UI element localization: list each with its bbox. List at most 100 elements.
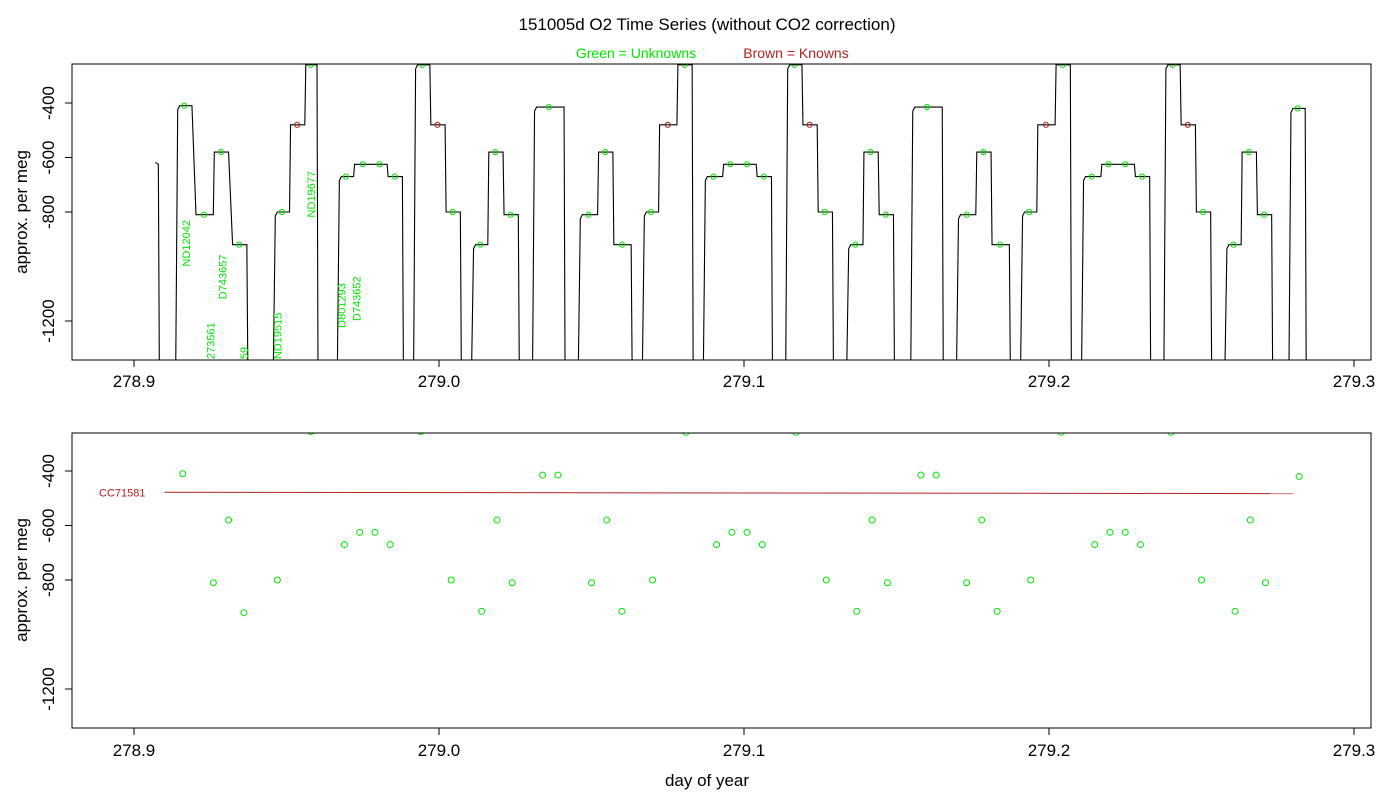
unknown-marker xyxy=(419,64,426,68)
unknown-point xyxy=(993,607,1001,615)
unknown-point xyxy=(386,541,394,549)
unknown-marker xyxy=(618,241,626,248)
unknown-marker xyxy=(1122,161,1129,168)
bottom-y-tick-label: -600 xyxy=(39,508,58,542)
bottom-plot-frame xyxy=(71,432,1372,729)
top-panel: ND12042 D743657 273561 59 ND19515 ND19677 D801… xyxy=(12,63,1376,391)
known-marker xyxy=(434,121,441,128)
top-x-tick-label: 279.0 xyxy=(418,372,461,391)
unknown-marker xyxy=(1245,148,1252,156)
unknown-point xyxy=(209,579,217,587)
unknown-point xyxy=(179,470,187,478)
bottom-x-tick-label: 279.3 xyxy=(1333,741,1376,760)
x-axis-label: day of year xyxy=(665,771,749,790)
known-marker xyxy=(664,121,671,128)
unknown-point xyxy=(649,576,656,584)
unknown-marker xyxy=(710,173,717,180)
unknown-point xyxy=(1231,607,1239,615)
unknown-marker xyxy=(602,148,609,156)
unknown-point xyxy=(240,609,248,617)
unknown-point xyxy=(618,607,626,615)
known-marker xyxy=(294,121,301,128)
unknown-marker xyxy=(278,208,286,216)
unknown-marker xyxy=(217,148,225,156)
unknown-marker xyxy=(1230,241,1237,248)
unknown-point xyxy=(868,516,876,524)
unknown-marker xyxy=(743,161,751,168)
unknown-marker xyxy=(391,173,398,180)
unknown-point xyxy=(508,579,516,587)
unknown-marker xyxy=(585,211,592,218)
unknown-marker xyxy=(181,102,188,109)
unknown-marker xyxy=(867,148,874,156)
o2-trace-line xyxy=(155,64,1307,360)
unknown-point xyxy=(340,541,348,549)
bottom-y-axis: -400 -600 -800 -1200 xyxy=(39,454,72,711)
unknown-point xyxy=(1091,541,1099,549)
unknown-marker xyxy=(760,173,767,180)
top-x-axis: 278.9 279.0 279.1 279.2 279.3 xyxy=(113,360,1376,391)
unknown-point xyxy=(792,433,800,436)
unknown-point xyxy=(371,528,379,536)
bottom-y-tick-label: -800 xyxy=(39,563,58,597)
sample-label: D743657 xyxy=(217,255,229,300)
top-x-tick-label: 279.2 xyxy=(1028,372,1071,391)
unknown-marker xyxy=(963,211,970,218)
unknown-marker xyxy=(236,241,243,248)
unknown-point xyxy=(1106,528,1114,536)
sample-label: 273561 xyxy=(205,322,217,359)
unknown-marker xyxy=(1088,173,1095,180)
bottom-y-tick-label: -400 xyxy=(39,454,58,488)
unknown-marker xyxy=(1059,64,1066,68)
unknown-point xyxy=(963,579,971,587)
unknown-marker xyxy=(1294,105,1301,112)
bottom-x-axis: 278.9 279.0 279.1 279.2 279.3 xyxy=(113,728,1376,760)
unknown-marker xyxy=(681,64,688,68)
chart-title: 151005d O2 Time Series (without CO2 corr… xyxy=(518,15,895,34)
unknown-point xyxy=(1246,516,1254,524)
known-layer xyxy=(164,491,1294,495)
bottom-y-tick-label: -1200 xyxy=(39,667,58,710)
unknown-marker xyxy=(1199,208,1207,216)
unknown-point xyxy=(853,607,861,615)
unknown-point xyxy=(758,541,766,549)
bottom-x-tick-label: 278.9 xyxy=(113,741,156,760)
unknown-point xyxy=(478,607,486,615)
unknown-point xyxy=(978,516,986,524)
unknown-marker xyxy=(882,211,889,218)
top-y-tick-label: -800 xyxy=(39,195,58,229)
unknown-point xyxy=(588,579,595,587)
unknown-point xyxy=(713,541,721,549)
unknown-marker xyxy=(545,103,552,111)
unknown-marker xyxy=(477,241,484,248)
bottom-x-tick-label: 279.0 xyxy=(418,741,461,760)
unknown-point xyxy=(1198,576,1205,584)
unknown-point xyxy=(417,433,424,435)
unknown-point xyxy=(743,528,751,536)
unknown-marker xyxy=(821,208,828,216)
unknown-point xyxy=(1167,433,1175,436)
sample-label: D743652 xyxy=(352,276,364,321)
unknown-marker xyxy=(980,148,987,156)
unknown-marker xyxy=(791,64,798,68)
sample-label: D801293 xyxy=(336,283,348,328)
bottom-panel: CC71581 278.9 279.0 279.1 279.2 279.3 -400 -6… xyxy=(12,432,1376,790)
unknown-marker xyxy=(507,211,514,218)
unknown-point xyxy=(917,471,925,479)
sample-label: ND12042 xyxy=(181,220,193,266)
unknown-marker xyxy=(449,208,456,216)
unknown-point xyxy=(1137,541,1144,549)
unknown-marker xyxy=(359,161,366,168)
legend-unknowns: Green = Unknowns xyxy=(576,45,696,61)
unknown-marker xyxy=(1169,64,1176,68)
unknown-marker xyxy=(923,103,931,111)
top-x-tick-label: 279.3 xyxy=(1333,372,1376,391)
top-y-tick-label: -1200 xyxy=(39,299,58,342)
top-y-tick-label: -400 xyxy=(39,86,58,120)
marker-layer xyxy=(181,64,1301,248)
top-x-tick-label: 279.1 xyxy=(723,372,766,391)
unknown-point xyxy=(273,576,281,584)
unknown-marker xyxy=(997,241,1004,248)
bottom-x-tick-label: 279.1 xyxy=(723,741,766,760)
